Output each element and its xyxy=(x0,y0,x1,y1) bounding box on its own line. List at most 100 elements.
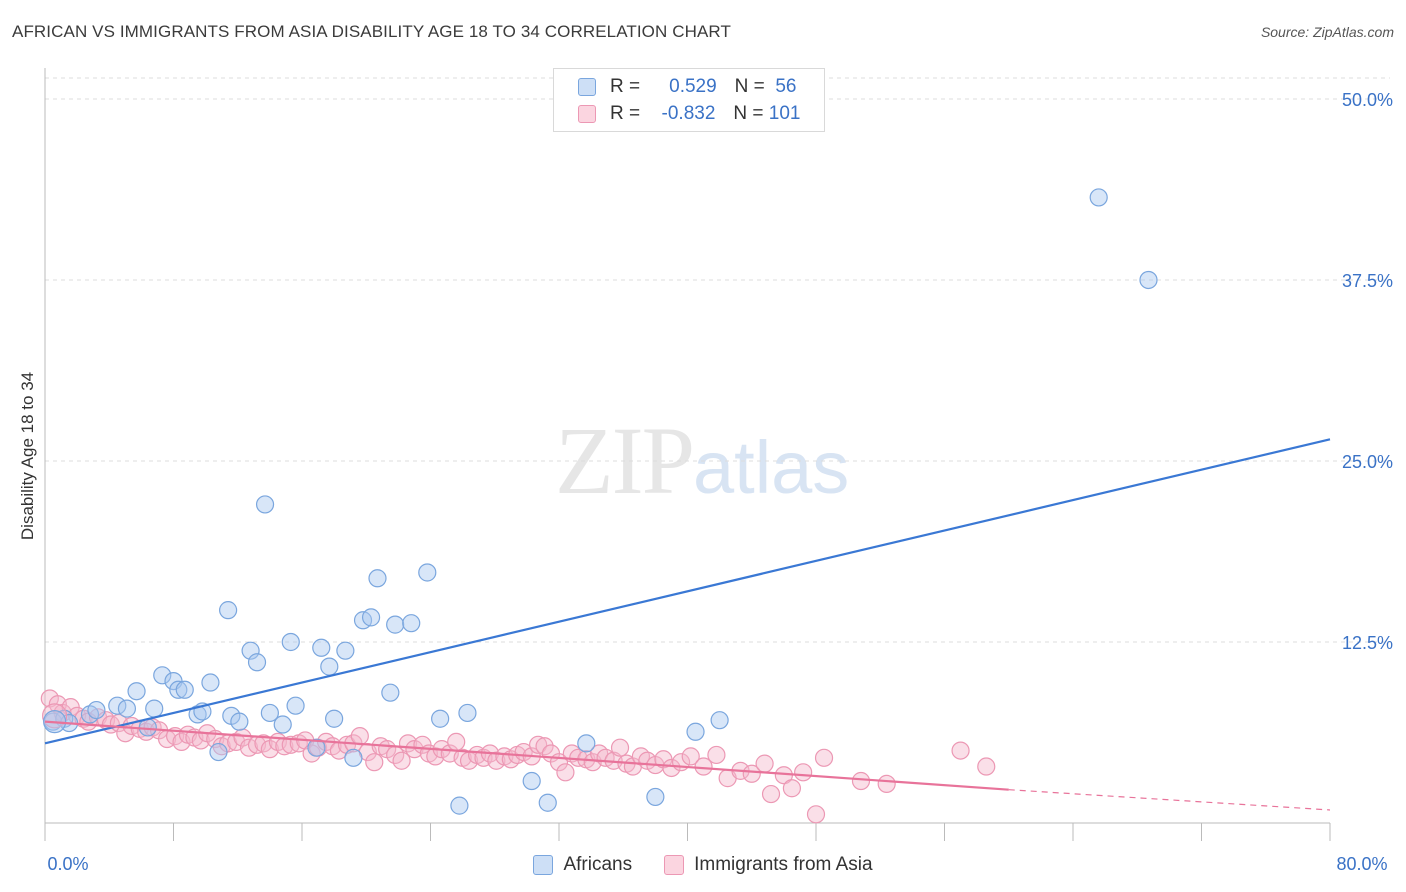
data-point-africans xyxy=(386,615,405,634)
y-tick-label: 50.0% xyxy=(1342,90,1393,110)
r-value: 0.529 xyxy=(669,76,717,97)
data-point-africans xyxy=(402,614,421,633)
data-point-asia xyxy=(610,738,630,757)
data-point-africans xyxy=(418,563,437,582)
n-value: 56 xyxy=(775,76,797,97)
trendlines xyxy=(44,438,1331,811)
data-point-africans xyxy=(219,601,238,620)
data-point-africans xyxy=(273,715,292,734)
source-label: Source: ZipAtlas.com xyxy=(1260,24,1394,40)
data-point-africans xyxy=(431,709,450,728)
legend-row-asia: R = -0.832 N = 101 xyxy=(578,102,800,126)
data-point-africans xyxy=(87,700,106,720)
data-point-africans xyxy=(458,703,477,723)
data-points xyxy=(40,188,1158,824)
data-point-asia xyxy=(350,727,369,746)
r-label: R = xyxy=(610,76,641,97)
data-point-africans xyxy=(450,796,469,815)
data-point-asia xyxy=(951,741,970,760)
correlation-legend: R = 0.529 N = 56 R = -0.832 N = 101 xyxy=(553,68,825,132)
data-point-africans xyxy=(307,738,326,757)
data-point-africans xyxy=(361,608,381,627)
data-point-africans xyxy=(153,666,172,685)
y-tick-label: 37.5% xyxy=(1342,271,1393,291)
data-point-africans xyxy=(577,734,596,753)
data-point-asia xyxy=(877,774,896,794)
axes xyxy=(44,68,1331,841)
data-point-asia xyxy=(851,771,871,791)
data-point-africans xyxy=(320,657,339,676)
data-point-africans xyxy=(710,711,729,730)
data-point-africans xyxy=(286,696,305,715)
data-point-asia xyxy=(447,732,466,752)
data-point-africans xyxy=(336,641,355,660)
data-point-africans xyxy=(201,673,220,692)
data-point-africans xyxy=(325,709,344,728)
data-point-africans xyxy=(686,722,705,741)
data-point-africans xyxy=(646,787,665,807)
data-point-africans xyxy=(247,653,267,672)
chart-title: AFRICAN VS IMMIGRANTS FROM ASIA DISABILI… xyxy=(12,22,731,41)
data-point-asia xyxy=(707,745,726,765)
data-point-asia xyxy=(755,754,774,773)
data-point-africans xyxy=(344,748,363,767)
x-tick-label: 80.0% xyxy=(1336,854,1387,874)
data-point-africans xyxy=(175,680,194,699)
y-tick-label: 25.0% xyxy=(1342,452,1393,472)
legend-row-africans: R = 0.529 N = 56 xyxy=(578,75,796,99)
data-point-asia xyxy=(977,757,996,776)
data-point-asia xyxy=(365,753,384,772)
data-point-asia xyxy=(529,735,548,754)
y-tick-label: 12.5% xyxy=(1342,633,1393,653)
data-point-asia xyxy=(782,779,802,798)
data-point-africans xyxy=(1089,188,1108,207)
data-point-asia xyxy=(681,747,700,766)
data-point-africans xyxy=(538,793,557,812)
data-point-africans xyxy=(127,682,146,701)
zipatlas-watermark: ZIPatlas xyxy=(555,405,849,516)
data-point-africans xyxy=(368,569,387,588)
data-point-asia xyxy=(426,747,445,766)
n-label: N = xyxy=(734,76,765,97)
data-point-asia xyxy=(662,758,681,778)
tick-labels: 12.5% 25.0% 37.5% 50.0% 0.0% 80.0% xyxy=(47,90,1393,874)
x-tick-label: 0.0% xyxy=(47,854,88,874)
data-point-asia xyxy=(392,751,411,770)
data-point-africans xyxy=(209,742,228,762)
data-point-africans xyxy=(241,641,260,660)
data-point-asia xyxy=(556,763,575,782)
data-point-africans xyxy=(230,712,249,731)
watermark-atlas: atlas xyxy=(693,426,850,509)
data-point-asia xyxy=(742,764,761,783)
data-point-africans xyxy=(117,699,137,718)
data-point-africans xyxy=(260,703,279,723)
series-legend: Africans Immigrants from Asia xyxy=(0,852,1406,878)
data-point-africans xyxy=(1139,270,1158,290)
data-point-asia xyxy=(535,737,554,756)
legend-label-asia: Immigrants from Asia xyxy=(694,854,873,875)
data-point-asia xyxy=(806,805,826,824)
data-point-africans xyxy=(169,680,188,699)
data-point-africans xyxy=(312,638,331,657)
r-value: -0.832 xyxy=(661,103,716,124)
legend-swatch-asia xyxy=(578,105,596,123)
n-value: 101 xyxy=(768,103,801,124)
trendline-africans xyxy=(44,438,1331,745)
data-point-asia xyxy=(761,784,781,804)
data-point-africans xyxy=(145,699,164,718)
n-label: N = xyxy=(733,103,764,124)
legend-item-africans: Africans xyxy=(533,854,632,876)
trendline-asia-extension xyxy=(1008,789,1331,811)
legend-item-asia: Immigrants from Asia xyxy=(664,854,873,876)
trendline-asia xyxy=(44,720,1009,791)
data-point-africans xyxy=(255,495,275,514)
data-point-asia xyxy=(814,748,834,767)
legend-swatch-asia xyxy=(664,855,685,875)
grid xyxy=(45,77,1390,643)
data-point-asia xyxy=(794,763,813,782)
data-point-africans xyxy=(188,705,207,724)
data-point-africans xyxy=(381,683,400,702)
data-point-africans xyxy=(522,771,541,791)
legend-label-africans: Africans xyxy=(563,854,633,875)
